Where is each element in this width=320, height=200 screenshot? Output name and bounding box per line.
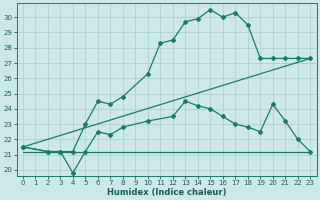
X-axis label: Humidex (Indice chaleur): Humidex (Indice chaleur) — [107, 188, 226, 197]
